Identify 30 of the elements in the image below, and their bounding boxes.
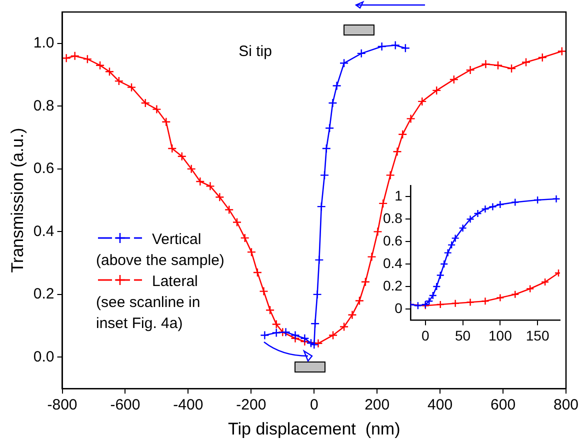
x-tick-label: 50 — [455, 327, 471, 344]
y-tick-label: 0.6 — [382, 232, 403, 248]
x-tick-label: 0 — [422, 327, 430, 344]
y-tick-label: 0.8 — [33, 97, 54, 114]
x-tick-label: 100 — [488, 327, 512, 344]
y-tick-label: 0.2 — [33, 286, 54, 303]
x-tick-label: -600 — [110, 396, 140, 414]
y-tick-label: 0.0 — [33, 348, 54, 366]
x-tick-label: -200 — [236, 396, 266, 414]
x-tick-label: 400 — [428, 396, 453, 414]
y-tick-label: 0.4 — [33, 222, 54, 240]
x-tick-label: -400 — [173, 396, 204, 414]
y-tick-label: 0.4 — [382, 254, 403, 271]
x-tick-label: 200 — [364, 396, 390, 414]
x-tick-label: 600 — [490, 396, 516, 414]
annotation: Si tip — [238, 43, 272, 60]
y-tick-label: 0 — [394, 300, 403, 316]
x-tick-label: -800 — [47, 396, 78, 414]
legend-label: Lateral (see scanline in inset Fig. 4a) — [96, 273, 200, 332]
y-tick-label: 0.8 — [382, 210, 403, 226]
legend-label: Vertical (above the sample) — [96, 231, 224, 269]
x-tick-label: 150 — [526, 327, 550, 344]
y-tick-label: 0.6 — [33, 160, 54, 178]
y-tick-label: 1.0 — [33, 34, 54, 52]
x-axis-title: Tip displacement (nm) — [228, 419, 400, 438]
y-axis-title: Transmission (a.u.) — [8, 128, 27, 273]
x-tick-label: 800 — [553, 396, 579, 414]
y-tick-label: 1 — [394, 187, 403, 204]
x-tick-label: 0 — [310, 396, 318, 414]
y-tick-label: 0.2 — [382, 277, 403, 294]
